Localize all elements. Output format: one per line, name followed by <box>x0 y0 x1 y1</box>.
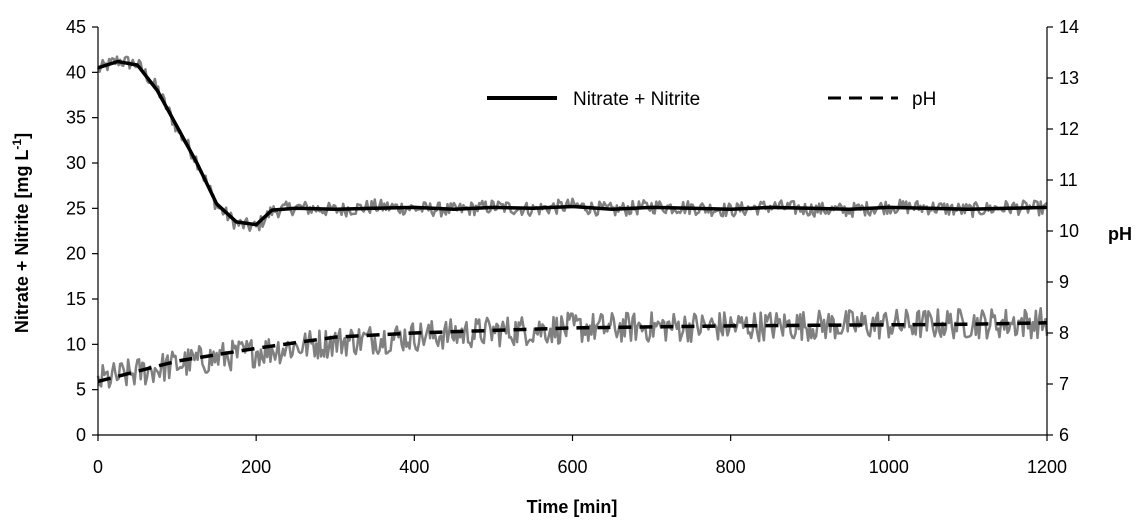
y-left-tick-label: 0 <box>76 425 86 445</box>
y-axis-right-title: pH <box>1108 224 1132 244</box>
y-right-tick-label: 9 <box>1059 272 1069 292</box>
raw-signal-1 <box>96 306 1049 389</box>
series-layer <box>97 59 1048 384</box>
y-right-tick-label: 10 <box>1059 221 1079 241</box>
x-tick-label: 600 <box>557 457 587 477</box>
y-right-tick-label: 6 <box>1059 425 1069 445</box>
series-line-nitrate <box>97 59 1048 227</box>
axes-layer <box>92 26 1053 441</box>
legend-label-nitrate: Nitrate + Nitrite <box>573 89 700 110</box>
y-axis-left-title-main: Nitrate + Nitrite [mg L <box>12 150 32 334</box>
x-tick-label: 400 <box>399 457 429 477</box>
y-left-tick-label: 25 <box>66 198 86 218</box>
y-left-tick-label: 5 <box>76 380 86 400</box>
series-line-ph <box>97 321 1048 384</box>
x-tick-label: 800 <box>716 457 746 477</box>
y-right-tick-label: 8 <box>1059 323 1069 343</box>
y-axis-left-title-superscript: -1 <box>10 139 24 150</box>
y-left-tick-label: 40 <box>66 62 86 82</box>
x-tick-label: 200 <box>241 457 271 477</box>
y-axis-left-title: Nitrate + Nitrite [mg L-1] <box>10 133 32 333</box>
x-tick-label: 1000 <box>869 457 909 477</box>
y-axis-left-title-suffix: ] <box>12 133 32 139</box>
y-right-tick-label: 14 <box>1059 17 1079 37</box>
y-left-tick-label: 20 <box>66 244 86 264</box>
y-left-tick-label: 35 <box>66 108 86 128</box>
x-axis-title: Time [min] <box>527 497 618 517</box>
x-tick-label: 0 <box>93 457 103 477</box>
y-right-tick-label: 11 <box>1059 170 1078 190</box>
x-tick-label: 1200 <box>1027 457 1067 477</box>
y-right-tick-label: 13 <box>1059 68 1079 88</box>
y-right-tick-label: 7 <box>1059 374 1069 394</box>
y-left-tick-label: 10 <box>66 334 86 354</box>
y-left-tick-label: 30 <box>66 153 86 173</box>
legend: Nitrate + Nitrite pH <box>487 89 936 110</box>
y-right-tick-label: 12 <box>1059 119 1079 139</box>
raw-signal-0 <box>96 55 1048 232</box>
y-left-tick-label: 45 <box>66 17 86 37</box>
y-left-tick-label: 15 <box>66 289 86 309</box>
legend-label-ph: pH <box>912 89 936 110</box>
tick-labels: 0 200 400 600 800 1000 1200 0 5 10 15 20 25 30 35 40 45 6… <box>66 17 1079 477</box>
